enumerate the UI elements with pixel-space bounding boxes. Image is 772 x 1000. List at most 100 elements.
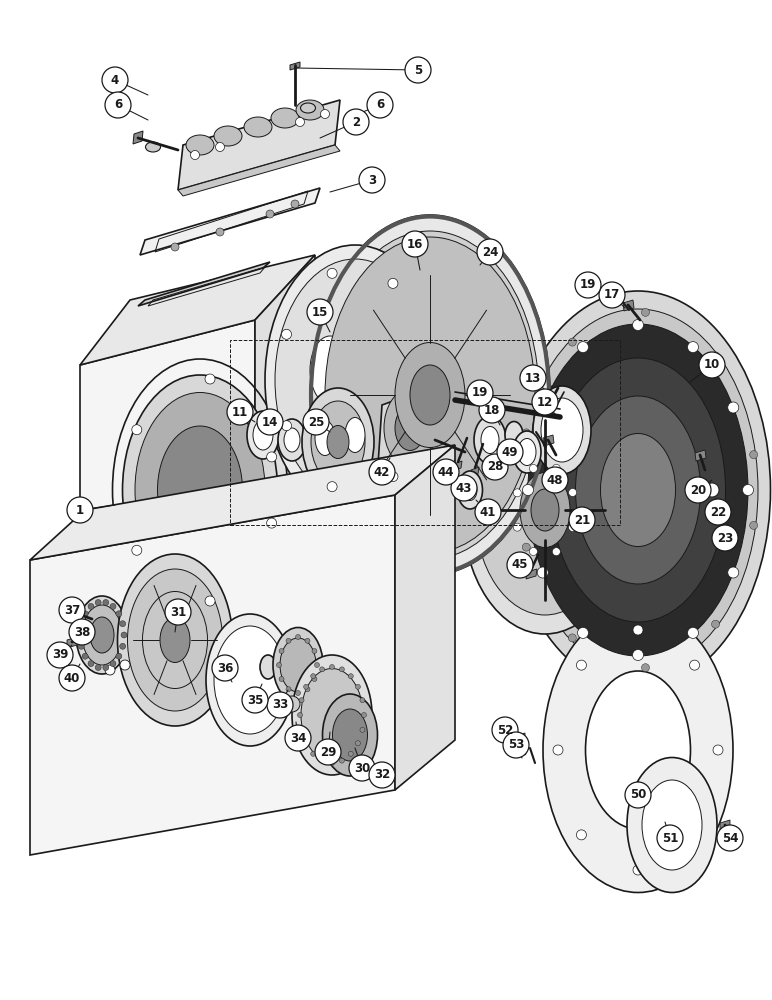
Circle shape xyxy=(361,712,367,718)
Circle shape xyxy=(69,619,95,645)
Text: 19: 19 xyxy=(580,278,596,292)
Circle shape xyxy=(257,409,283,435)
Polygon shape xyxy=(138,262,270,306)
Circle shape xyxy=(315,739,341,765)
Text: 15: 15 xyxy=(312,306,328,318)
Text: 40: 40 xyxy=(64,672,80,684)
Ellipse shape xyxy=(327,426,349,458)
Circle shape xyxy=(330,664,334,670)
Ellipse shape xyxy=(275,259,435,501)
Circle shape xyxy=(479,397,505,423)
Circle shape xyxy=(88,661,94,667)
Ellipse shape xyxy=(550,358,726,622)
Circle shape xyxy=(657,825,683,851)
Circle shape xyxy=(537,567,548,578)
Text: 39: 39 xyxy=(52,648,68,662)
Circle shape xyxy=(266,518,276,528)
Circle shape xyxy=(537,402,548,413)
Ellipse shape xyxy=(280,638,316,692)
Ellipse shape xyxy=(273,628,323,702)
Ellipse shape xyxy=(284,428,300,452)
Circle shape xyxy=(513,489,521,497)
Circle shape xyxy=(105,92,131,118)
Circle shape xyxy=(110,661,116,667)
Ellipse shape xyxy=(321,231,539,559)
Circle shape xyxy=(191,150,199,159)
Text: 25: 25 xyxy=(308,416,324,428)
Circle shape xyxy=(267,692,293,718)
Circle shape xyxy=(312,648,317,654)
Text: 43: 43 xyxy=(455,482,472,494)
Circle shape xyxy=(568,634,577,642)
Text: 19: 19 xyxy=(472,386,488,399)
Circle shape xyxy=(369,459,395,485)
Circle shape xyxy=(355,741,361,746)
Text: 41: 41 xyxy=(480,506,496,518)
Circle shape xyxy=(685,477,711,503)
Circle shape xyxy=(282,329,292,339)
Circle shape xyxy=(532,389,558,415)
Circle shape xyxy=(577,660,587,670)
Text: 4: 4 xyxy=(111,74,119,87)
Circle shape xyxy=(369,762,395,788)
Circle shape xyxy=(320,109,330,118)
Circle shape xyxy=(296,690,300,696)
Polygon shape xyxy=(515,733,525,744)
Circle shape xyxy=(330,760,334,766)
Circle shape xyxy=(105,665,115,675)
Circle shape xyxy=(121,632,127,638)
Circle shape xyxy=(103,600,109,606)
Text: 14: 14 xyxy=(262,416,278,428)
Circle shape xyxy=(689,660,699,670)
Ellipse shape xyxy=(206,614,294,746)
Circle shape xyxy=(310,751,316,756)
Ellipse shape xyxy=(533,386,591,474)
Ellipse shape xyxy=(160,617,190,662)
Circle shape xyxy=(633,865,643,875)
Circle shape xyxy=(475,499,501,525)
Circle shape xyxy=(349,755,375,781)
Ellipse shape xyxy=(575,396,700,584)
Circle shape xyxy=(568,338,577,346)
Circle shape xyxy=(299,698,304,703)
Ellipse shape xyxy=(311,401,365,483)
Circle shape xyxy=(712,352,720,360)
Ellipse shape xyxy=(505,422,523,448)
Polygon shape xyxy=(133,131,143,144)
Ellipse shape xyxy=(543,607,733,892)
Text: 42: 42 xyxy=(374,466,390,479)
Ellipse shape xyxy=(135,392,265,587)
Ellipse shape xyxy=(214,626,286,734)
Circle shape xyxy=(642,664,649,672)
Circle shape xyxy=(205,596,215,606)
Circle shape xyxy=(303,684,309,689)
Circle shape xyxy=(577,627,588,638)
Text: 48: 48 xyxy=(547,474,564,487)
Circle shape xyxy=(360,698,365,703)
Polygon shape xyxy=(453,461,462,471)
Circle shape xyxy=(402,231,428,257)
Circle shape xyxy=(303,409,329,435)
Ellipse shape xyxy=(481,426,499,454)
Circle shape xyxy=(599,282,625,308)
Polygon shape xyxy=(378,382,445,465)
Circle shape xyxy=(424,397,434,407)
Circle shape xyxy=(522,543,530,551)
Ellipse shape xyxy=(333,709,367,761)
Ellipse shape xyxy=(260,655,276,679)
Ellipse shape xyxy=(265,245,445,515)
Circle shape xyxy=(688,627,699,638)
Polygon shape xyxy=(623,300,634,311)
Text: 45: 45 xyxy=(512,558,528,572)
Circle shape xyxy=(642,308,649,316)
Circle shape xyxy=(276,662,282,668)
Ellipse shape xyxy=(518,309,758,671)
Circle shape xyxy=(132,545,142,555)
Circle shape xyxy=(320,758,324,763)
Ellipse shape xyxy=(296,100,324,120)
Ellipse shape xyxy=(301,668,363,762)
Ellipse shape xyxy=(395,342,465,448)
Circle shape xyxy=(507,552,533,578)
Circle shape xyxy=(689,830,699,840)
Polygon shape xyxy=(80,320,255,705)
